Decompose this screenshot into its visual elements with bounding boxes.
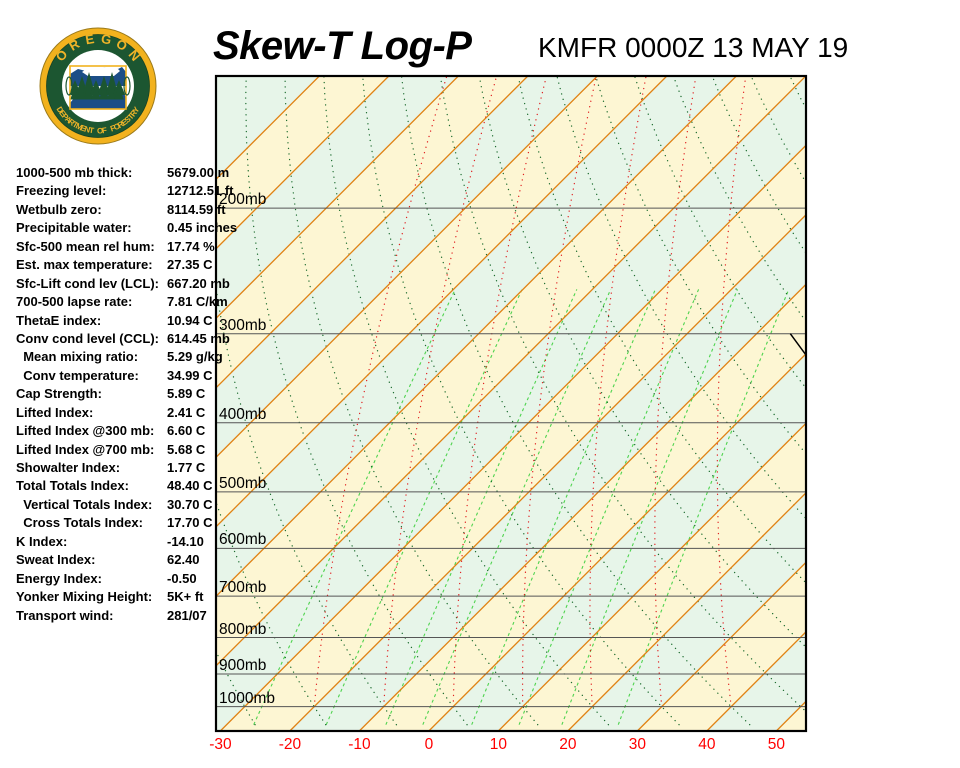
svg-text:O: O — [97, 126, 104, 135]
